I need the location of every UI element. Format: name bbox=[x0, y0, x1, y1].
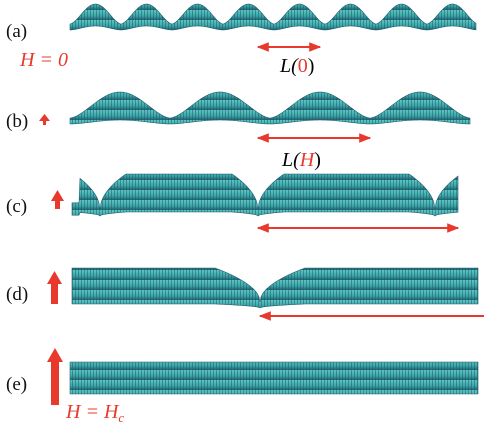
spin-ribbon bbox=[70, 92, 470, 124]
panel-label: (d) bbox=[6, 284, 28, 305]
field-label: H = 0 bbox=[19, 49, 68, 71]
period-label: L(0) bbox=[279, 55, 314, 77]
field-arrows bbox=[39, 114, 64, 405]
field-label: H = Hc bbox=[65, 401, 124, 425]
ribbons bbox=[70, 4, 478, 394]
panel-label: (b) bbox=[6, 111, 28, 132]
spin-ribbon bbox=[72, 174, 458, 216]
panel-label: (e) bbox=[6, 374, 27, 395]
panel-label: (a) bbox=[6, 21, 27, 42]
spin-ribbon bbox=[70, 362, 478, 394]
spin-ribbon bbox=[72, 268, 478, 308]
spin-ribbon bbox=[70, 4, 476, 30]
panel-label: (c) bbox=[6, 196, 27, 217]
figure: (a) (b) (c) (d) (e) H = 0 L(0) L(H) H = … bbox=[0, 0, 485, 432]
period-label: L(H) bbox=[281, 149, 321, 171]
